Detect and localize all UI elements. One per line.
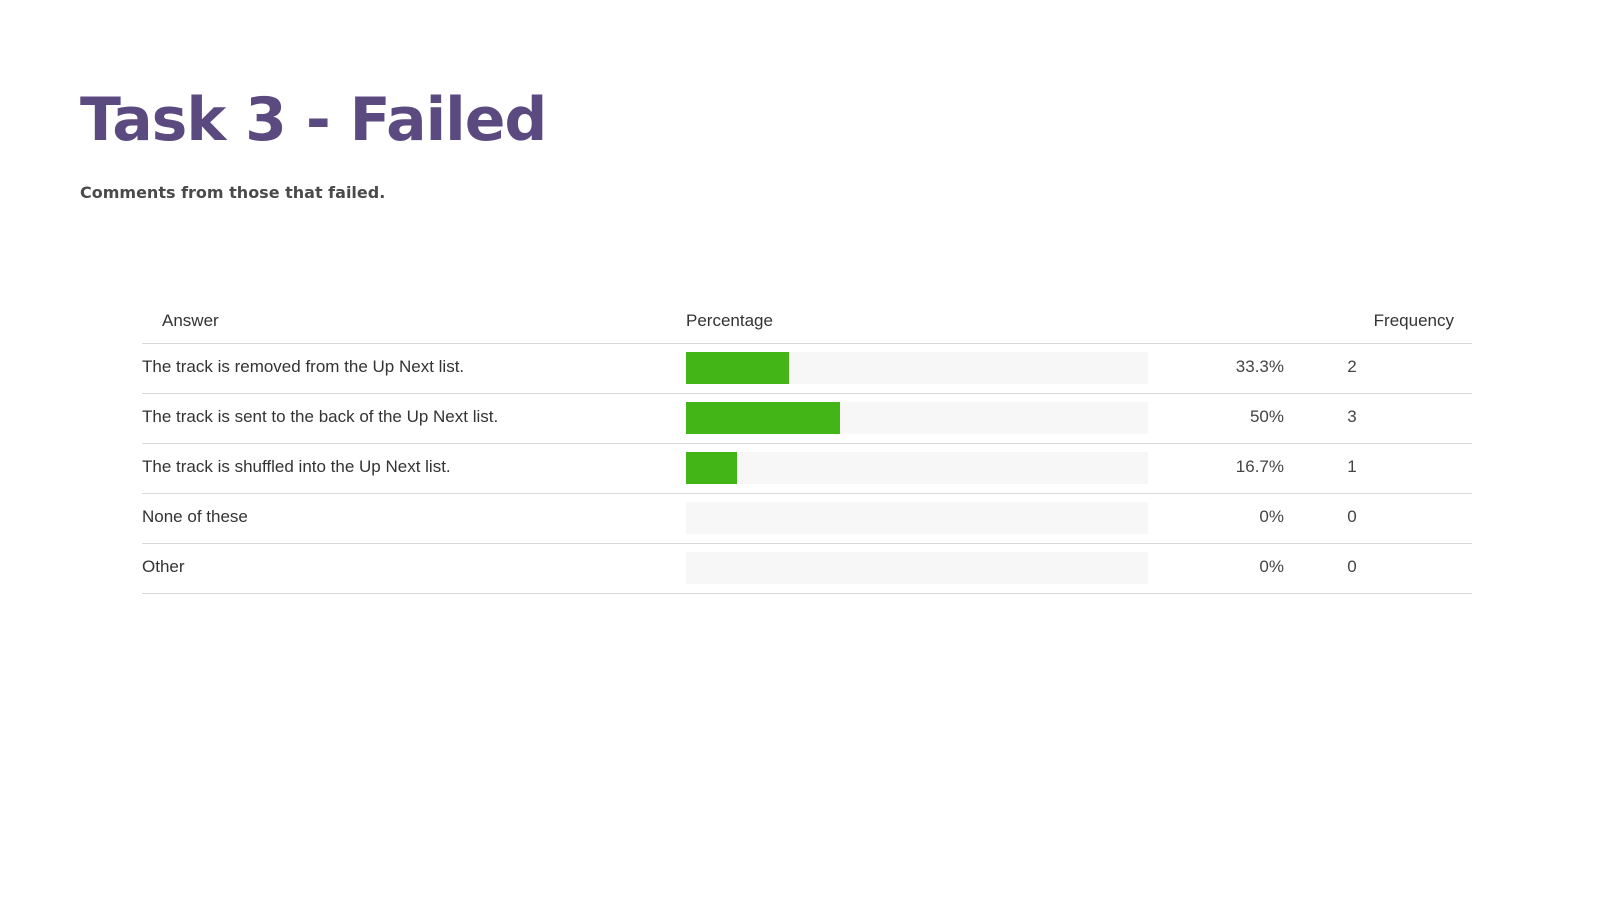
bar-track [686, 352, 1148, 384]
table-row: The track is removed from the Up Next li… [142, 344, 1472, 394]
bar-track [686, 502, 1148, 534]
header-frequency: Frequency [1373, 311, 1454, 330]
frequency-label: 0 [1347, 507, 1357, 526]
answer-label: The track is shuffled into the Up Next l… [142, 457, 451, 476]
frequency-label: 3 [1347, 407, 1357, 426]
table-row: The track is shuffled into the Up Next l… [142, 444, 1472, 494]
table-row: None of these 0% 0 [142, 494, 1472, 544]
frequency-label: 1 [1347, 457, 1357, 476]
table-row: The track is sent to the back of the Up … [142, 394, 1472, 444]
percentage-label: 0% [1259, 557, 1284, 576]
answer-label: None of these [142, 507, 248, 526]
bar-track [686, 402, 1148, 434]
percentage-label: 0% [1259, 507, 1284, 526]
answer-label: The track is sent to the back of the Up … [142, 407, 499, 426]
bar [686, 352, 789, 384]
header-percentage: Percentage [686, 311, 773, 330]
page-title: Task 3 - Failed [80, 85, 547, 155]
bar-track [686, 452, 1148, 484]
results-table: Answer Percentage Frequency The track is… [142, 300, 1472, 594]
percentage-label: 50% [1249, 407, 1284, 426]
table-body: The track is removed from the Up Next li… [142, 344, 1472, 594]
table-header: Answer Percentage Frequency [142, 300, 1472, 344]
frequency-label: 2 [1347, 357, 1357, 376]
percentage-label: 33.3% [1235, 357, 1284, 376]
percentage-label: 16.7% [1235, 457, 1284, 476]
table-row: Other 0% 0 [142, 544, 1472, 594]
bar [686, 452, 738, 484]
answer-label: Other [142, 557, 185, 576]
bar [686, 402, 840, 434]
frequency-label: 0 [1347, 557, 1357, 576]
bar-track [686, 552, 1148, 584]
answer-label: The track is removed from the Up Next li… [142, 357, 465, 376]
page-subtitle: Comments from those that failed. [80, 183, 386, 202]
header-answer: Answer [162, 311, 219, 330]
